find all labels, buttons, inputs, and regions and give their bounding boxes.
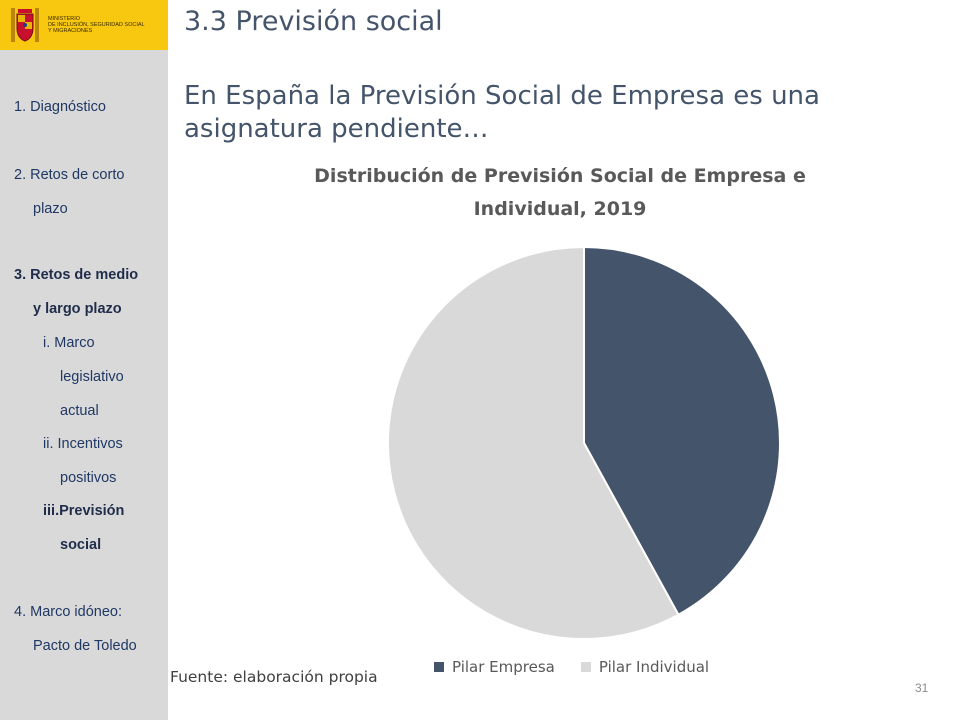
- page-number: 31: [915, 681, 929, 695]
- nav-item-marco-cont2[interactable]: actual: [60, 403, 99, 419]
- slide-subtitle: En España la Previsión Social de Empresa…: [184, 81, 820, 144]
- nav-item-incentivos-cont[interactable]: positivos: [60, 470, 117, 486]
- nav-item-marco[interactable]: i. Marco: [43, 335, 95, 351]
- coat-of-arms-icon: [11, 8, 39, 42]
- nav-item-prevision[interactable]: iii.Previsión: [43, 503, 125, 519]
- legend-entry-empresa: Pilar Empresa: [434, 658, 555, 676]
- source-note: Fuente: elaboración propia: [170, 668, 378, 686]
- nav-item-diagnostico[interactable]: 1. Diagnóstico: [14, 99, 106, 115]
- pie-slice-pilar-empresa: [583, 245, 781, 617]
- slide-title: 3.3 Previsión social: [184, 6, 443, 37]
- legend-label: Pilar Individual: [598, 658, 710, 676]
- pie-slice-pilar-individual: [387, 245, 680, 640]
- nav-item-retos-medio[interactable]: 3. Retos de medio: [14, 267, 139, 283]
- sidebar: MINISTERIO DE INCLUSIÓN, SEGURIDAD SOCIA…: [0, 0, 168, 720]
- nav-item-marco-cont1[interactable]: legislativo: [60, 369, 124, 385]
- nav-item-retos-corto[interactable]: 2. Retos de corto: [14, 167, 125, 183]
- ministry-logo: MINISTERIO DE INCLUSIÓN, SEGURIDAD SOCIA…: [0, 0, 168, 50]
- legend-swatch: [580, 662, 591, 672]
- legend-entry-individual: Pilar Individual: [580, 658, 710, 676]
- chart-legend: Pilar Empresa Pilar Individual: [434, 658, 735, 676]
- legend-label: Pilar Empresa: [452, 658, 555, 676]
- chart-title: Distribución de Previsión Social de Empr…: [314, 165, 806, 220]
- nav-item-prevision-cont[interactable]: social: [60, 537, 102, 553]
- ministry-name: MINISTERIO DE INCLUSIÓN, SEGURIDAD SOCIA…: [48, 16, 145, 34]
- nav-item-incentivos[interactable]: ii. Incentivos: [43, 436, 123, 452]
- nav-item-retos-medio-cont[interactable]: y largo plazo: [33, 301, 122, 317]
- nav-item-retos-corto-cont[interactable]: plazo: [33, 201, 68, 217]
- nav-item-marco-idoneo[interactable]: 4. Marco idóneo:: [14, 604, 123, 620]
- nav-item-marco-idoneo-cont[interactable]: Pacto de Toledo: [33, 638, 137, 654]
- pie-chart: [387, 245, 781, 640]
- legend-swatch: [434, 662, 444, 672]
